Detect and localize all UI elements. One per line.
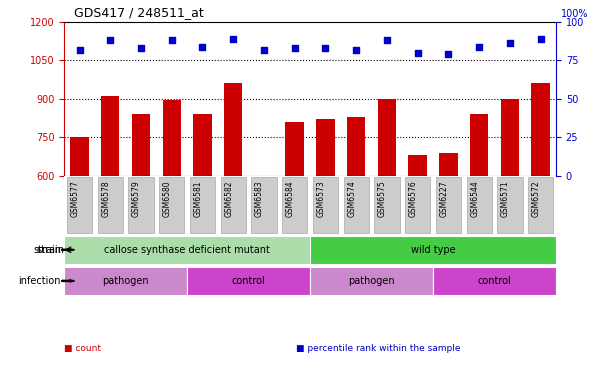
Bar	[193, 114, 212, 329]
Text: wild type: wild type	[411, 245, 455, 255]
Text: GSM6583: GSM6583	[255, 180, 264, 217]
Bar	[310, 267, 433, 295]
Bar	[64, 236, 310, 264]
Point	[382, 37, 392, 43]
Point	[351, 47, 361, 53]
Text: strain: strain	[33, 245, 61, 255]
Bar	[409, 155, 427, 329]
Bar	[64, 267, 187, 295]
FancyBboxPatch shape	[98, 177, 123, 233]
FancyBboxPatch shape	[375, 177, 400, 233]
Text: GSM6582: GSM6582	[224, 180, 233, 217]
FancyBboxPatch shape	[405, 177, 430, 233]
Text: GSM6580: GSM6580	[163, 180, 172, 217]
Point	[536, 36, 546, 42]
FancyBboxPatch shape	[159, 177, 185, 233]
Text: GSM6584: GSM6584	[286, 180, 295, 217]
Text: GSM6578: GSM6578	[101, 180, 110, 217]
Point	[229, 36, 238, 42]
Point	[105, 37, 115, 43]
Point	[444, 51, 453, 57]
Point	[474, 44, 484, 49]
Bar	[70, 137, 89, 329]
Text: GSM6573: GSM6573	[316, 180, 326, 217]
FancyBboxPatch shape	[190, 177, 215, 233]
Text: pathogen: pathogen	[102, 276, 149, 286]
Text: GSM6575: GSM6575	[378, 180, 387, 217]
Bar	[163, 100, 181, 329]
Bar	[132, 114, 150, 329]
FancyBboxPatch shape	[528, 177, 553, 233]
Bar	[378, 99, 396, 329]
Bar	[310, 236, 556, 264]
FancyBboxPatch shape	[436, 177, 461, 233]
FancyBboxPatch shape	[313, 177, 338, 233]
Point	[167, 37, 177, 43]
Text: callose synthase deficient mutant: callose synthase deficient mutant	[104, 245, 270, 255]
Text: control: control	[232, 276, 265, 286]
Point	[505, 41, 515, 46]
Text: GSM6572: GSM6572	[532, 180, 541, 217]
Text: infection: infection	[18, 276, 61, 286]
FancyBboxPatch shape	[282, 177, 307, 233]
FancyBboxPatch shape	[67, 177, 92, 233]
Bar	[532, 83, 550, 329]
FancyBboxPatch shape	[128, 177, 153, 233]
Text: GSM6581: GSM6581	[194, 180, 202, 217]
Text: GSM6574: GSM6574	[347, 180, 356, 217]
Bar	[255, 176, 273, 329]
Bar	[101, 96, 120, 329]
Bar	[500, 99, 519, 329]
Text: GSM6576: GSM6576	[409, 180, 418, 217]
Text: strain: strain	[36, 245, 64, 255]
Text: pathogen: pathogen	[348, 276, 395, 286]
Bar	[224, 83, 243, 329]
Point	[75, 47, 84, 53]
Bar	[347, 117, 365, 329]
Point	[136, 45, 146, 51]
Text: GSM6579: GSM6579	[132, 180, 141, 217]
Bar	[187, 267, 310, 295]
Point	[413, 50, 423, 56]
Text: ■ percentile rank within the sample: ■ percentile rank within the sample	[296, 344, 461, 353]
Bar	[316, 119, 335, 329]
FancyBboxPatch shape	[343, 177, 369, 233]
Text: GSM6577: GSM6577	[70, 180, 79, 217]
Point	[321, 45, 331, 51]
Point	[259, 47, 269, 53]
Text: control: control	[478, 276, 511, 286]
Bar	[433, 267, 556, 295]
Bar	[439, 153, 458, 329]
Text: GSM6571: GSM6571	[501, 180, 510, 217]
FancyBboxPatch shape	[497, 177, 522, 233]
Point	[197, 44, 207, 49]
Text: GSM6544: GSM6544	[470, 180, 479, 217]
Text: GSM6227: GSM6227	[439, 180, 448, 217]
Bar	[470, 114, 488, 329]
FancyBboxPatch shape	[467, 177, 492, 233]
Text: GDS417 / 248511_at: GDS417 / 248511_at	[74, 6, 203, 19]
FancyBboxPatch shape	[221, 177, 246, 233]
Text: ■ count: ■ count	[64, 344, 101, 353]
Bar	[285, 122, 304, 329]
Point	[290, 45, 299, 51]
Text: 100%: 100%	[561, 9, 588, 19]
FancyBboxPatch shape	[251, 177, 277, 233]
